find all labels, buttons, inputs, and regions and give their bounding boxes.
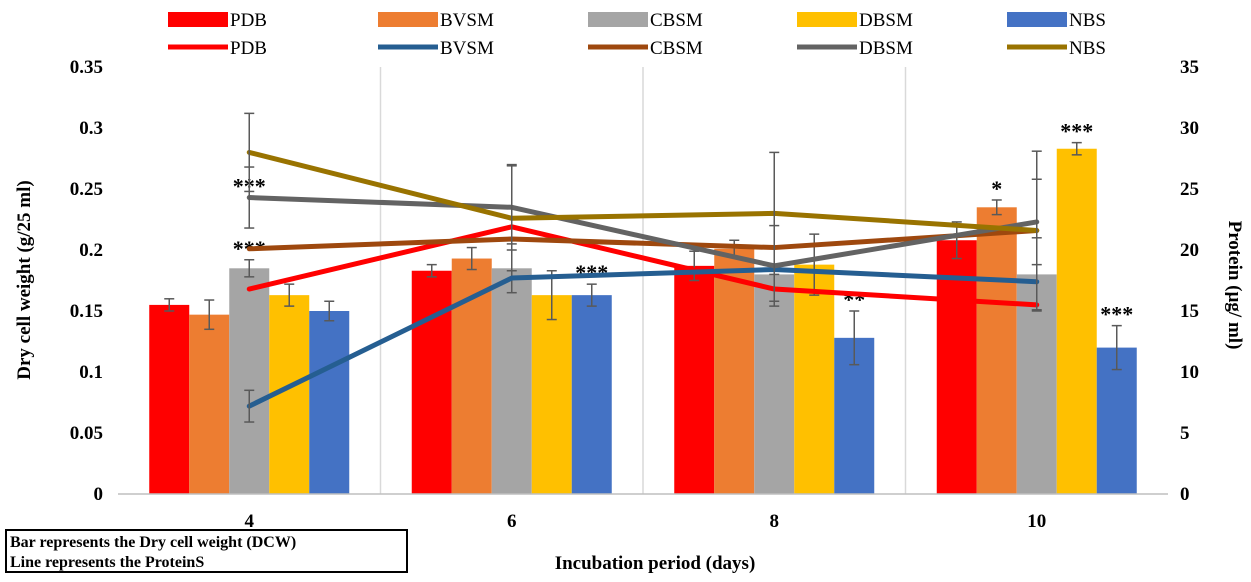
y2-tick-label: 30 (1180, 118, 1199, 139)
y-tick-label: 0.25 (70, 179, 103, 200)
legend-label-line: NBS (1069, 38, 1106, 59)
bar-pdb (411, 270, 452, 494)
x-tick-label: 4 (245, 511, 255, 532)
legend-label-bar: NBS (1069, 10, 1106, 31)
y2-tick-label: 5 (1180, 423, 1190, 444)
grid (379, 67, 907, 494)
y-tick-label: 0.05 (70, 423, 103, 444)
x-axis-title: Incubation period (days) (555, 553, 756, 574)
bar-pdb (936, 240, 977, 494)
y2-tick-label: 20 (1180, 240, 1199, 261)
legend-label-bar: CBSM (650, 10, 703, 31)
significance-label: * (991, 176, 1002, 201)
note-line-bars: Bar represents the Dry cell weight (DCW) (10, 534, 297, 551)
line-dbsm (246, 195, 1040, 269)
bar-bvsm (189, 314, 230, 494)
legend-label-bar: PDB (230, 10, 267, 31)
bar-nbs (309, 311, 350, 494)
y-tick-label: 0 (94, 484, 104, 505)
note-line-lines: Line represents the ProteinS (10, 554, 205, 571)
y2-axis-title: Protein (µg/ ml) (1224, 221, 1245, 350)
note-box: Bar represents the Dry cell weight (DCW)… (5, 529, 408, 573)
line-series: *** (233, 112, 1042, 423)
significance-label: ** (843, 287, 865, 312)
line-cbsm (246, 227, 1040, 252)
bar-bvsm (714, 248, 755, 494)
bar-pdb (674, 265, 715, 494)
significance-label: *** (1060, 119, 1093, 144)
bar-bvsm (976, 207, 1017, 495)
legend-swatch-bar (378, 12, 438, 27)
y2-tick-label: 0 (1180, 484, 1190, 505)
y-axis-title: Dry cell weight (g/25 ml) (14, 180, 35, 379)
x-tick-label: 8 (770, 511, 780, 532)
y-tick-label: 0.35 (70, 57, 103, 78)
axes: 0 0.05 0.1 0.15 0.2 0.25 0.3 0.35 0 5 10 15 20 25 30 35… (70, 57, 1199, 532)
bar-dbsm (531, 295, 572, 494)
y2-tick-label: 35 (1180, 57, 1199, 78)
legend-swatch-bar (168, 12, 228, 27)
x-tick-label: 6 (507, 511, 517, 532)
y2-tick-label: 15 (1180, 301, 1199, 322)
bar-cbsm (754, 274, 795, 494)
legend: PDB BVSM CBSM DBSM NBS PDB BVSM CBSM DBSM NBS (168, 10, 1106, 59)
bar-cbsm (229, 268, 270, 494)
bar-bvsm (451, 258, 492, 494)
legend-label-bar: DBSM (859, 10, 913, 31)
bar-dbsm (794, 264, 835, 494)
bar-dbsm (1056, 148, 1097, 495)
y-tick-label: 0.3 (79, 118, 103, 139)
y2-tick-label: 10 (1180, 362, 1199, 383)
bar-cbsm (491, 268, 532, 494)
significance-label: *** (1100, 302, 1133, 327)
y-tick-label: 0.1 (79, 362, 103, 383)
legend-label-line: PDB (230, 38, 267, 59)
x-tick-label: 10 (1027, 511, 1046, 532)
legend-label-line: BVSM (440, 38, 494, 59)
legend-label-line: DBSM (859, 38, 913, 59)
legend-label-bar: BVSM (440, 10, 494, 31)
legend-swatch-bar (588, 12, 648, 27)
bar-series: *************** (149, 119, 1137, 495)
line-nbs (246, 149, 1040, 233)
y-tick-label: 0.2 (79, 240, 103, 261)
bar-nbs (571, 295, 612, 494)
line-bvsm (246, 267, 1040, 409)
legend-swatch-bar (1007, 12, 1067, 27)
legend-swatch-bar (797, 12, 857, 27)
legend-label-line: CBSM (650, 38, 703, 59)
y-tick-label: 0.15 (70, 301, 103, 322)
line-pdb (246, 224, 1040, 308)
y2-tick-label: 25 (1180, 179, 1199, 200)
bar-nbs (1096, 347, 1137, 494)
bar-pdb (149, 304, 190, 494)
